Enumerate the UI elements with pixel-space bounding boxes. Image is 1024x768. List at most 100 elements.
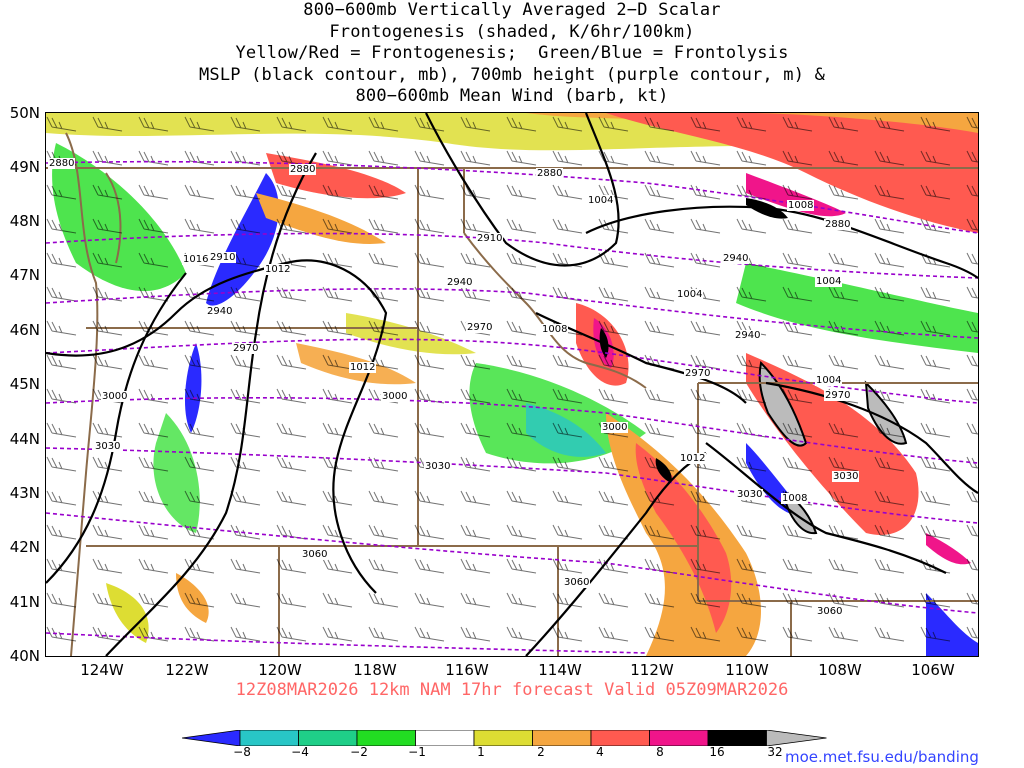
height-label: 2880 [289,164,317,175]
height-label: 2940 [722,253,750,264]
height-label: 3000 [101,391,129,402]
height-contour-3030 [46,447,978,524]
lat-label-48n: 48N [9,212,40,230]
height-contour-2910 [46,232,978,279]
height-label: 2970 [684,368,712,379]
height-label: 3030 [832,471,860,482]
colorbar-label: 32 [767,745,783,759]
mslp-label: 1016 [182,254,210,265]
height-label: 2880 [536,168,564,179]
lon-label-124w: 124W [80,661,124,679]
mslp-label: 1004 [587,195,615,206]
mslp-contour-1004-east [765,381,978,494]
colorbar-cell [590,730,650,746]
lon-label-118w: 118W [353,661,397,679]
height-label: 3060 [301,549,329,560]
mslp-label: 1004 [676,289,704,300]
mslp-label: 1004 [815,375,843,386]
lon-label-114w: 114W [538,661,582,679]
frontogenesis-map: 2880 2880 2880 2880 2910 2910 2940 2940 … [45,112,979,657]
height-label: 2940 [446,277,474,288]
colorbar-cell [532,730,592,746]
colorbar-label: 2 [537,745,545,759]
mslp-label: 1004 [815,276,843,287]
lat-label-47n: 47N [9,266,40,284]
colorbar-label: −4 [291,745,309,759]
lat-label-46n: 46N [9,321,40,339]
colorbar-cell [415,730,475,746]
colorbar-cell [766,730,827,746]
height-label: 2970 [232,343,260,354]
lat-label-42n: 42N [9,538,40,556]
mslp-contour-1016-west [46,272,187,584]
height-label: 2940 [206,306,234,317]
lat-label-50n: 50N [9,104,40,122]
mslp-contour-1012-south [525,452,707,656]
height-contours [46,160,978,654]
colorbar-label: −2 [350,745,368,759]
colorbar-label: 1 [477,745,485,759]
mslp-label: 1008 [541,324,569,335]
lon-label-112w: 112W [630,661,674,679]
height-label: 2910 [209,252,237,263]
height-label: 3030 [424,461,452,472]
colorbar-label: −8 [233,745,251,759]
mslp-contour-1004-ne [585,205,978,279]
height-label: 3000 [601,422,629,433]
colorbar-cell [707,730,767,746]
lon-label-122w: 122W [165,661,209,679]
colorbar-cell [473,730,533,746]
lat-label-40n: 40N [9,647,40,665]
lat-label-43n: 43N [9,484,40,502]
colorbar-cell [356,730,416,746]
lon-label-116w: 116W [445,661,489,679]
title-block: 800−600mb Vertically Averaged 2−D Scalar… [0,0,1024,108]
height-label: 2880 [48,158,76,169]
height-contour-2970 [46,338,978,404]
height-label: 3030 [94,441,122,452]
source-url[interactable]: moe.met.fsu.edu/banding [785,748,979,766]
colorbar-cell [298,730,358,746]
mslp-label: 1008 [781,493,809,504]
title-line-2: Frontogenesis (shaded, K/6hr/100km) [329,21,695,42]
height-label: 2940 [734,330,762,341]
colorbar [182,730,827,746]
colorbar-cell [182,730,241,746]
height-label: 2910 [476,233,504,244]
mslp-label: 1012 [264,264,292,275]
lon-label-110w: 110W [725,661,769,679]
lon-label-120w: 120W [258,661,302,679]
height-label: 2970 [466,322,494,333]
lon-label-106w: 106W [911,661,955,679]
lat-label-49n: 49N [9,158,40,176]
title-line-1: 800−600mb Vertically Averaged 2−D Scalar [303,0,721,20]
colorbar-label: 4 [596,745,604,759]
colorbar-cell [649,730,709,746]
colorbar-label: 16 [709,745,725,759]
colorbar-label: −1 [408,745,426,759]
height-contour-3000 [46,397,978,464]
height-label: 3000 [381,391,409,402]
height-contour-3060 [46,512,978,614]
height-label: 3060 [816,606,844,617]
colorbar-label: 8 [656,745,664,759]
height-label: 3030 [736,489,764,500]
height-contour-2880 [46,160,978,234]
title-line-3: Yellow/Red = Frontogenesis; Green/Blue =… [235,43,789,63]
colorbar-cell [239,730,299,746]
mslp-contour-1012-west [46,259,388,594]
lat-label-45n: 45N [9,375,40,393]
mslp-label: 1008 [787,200,815,211]
mslp-contour-1012-west-2 [105,152,317,656]
mslp-contour-1008-east [705,442,947,574]
mslp-contour-1004-north [425,113,620,267]
mslp-label: 1012 [679,453,707,464]
height-label: 3060 [563,577,591,588]
height-label: 2970 [824,390,852,401]
lat-label-41n: 41N [9,593,40,611]
lat-label-44n: 44N [9,430,40,448]
mslp-label: 1012 [349,362,377,373]
height-contour-3090 [46,632,647,654]
height-label: 2880 [824,219,852,230]
lon-label-108w: 108W [818,661,862,679]
